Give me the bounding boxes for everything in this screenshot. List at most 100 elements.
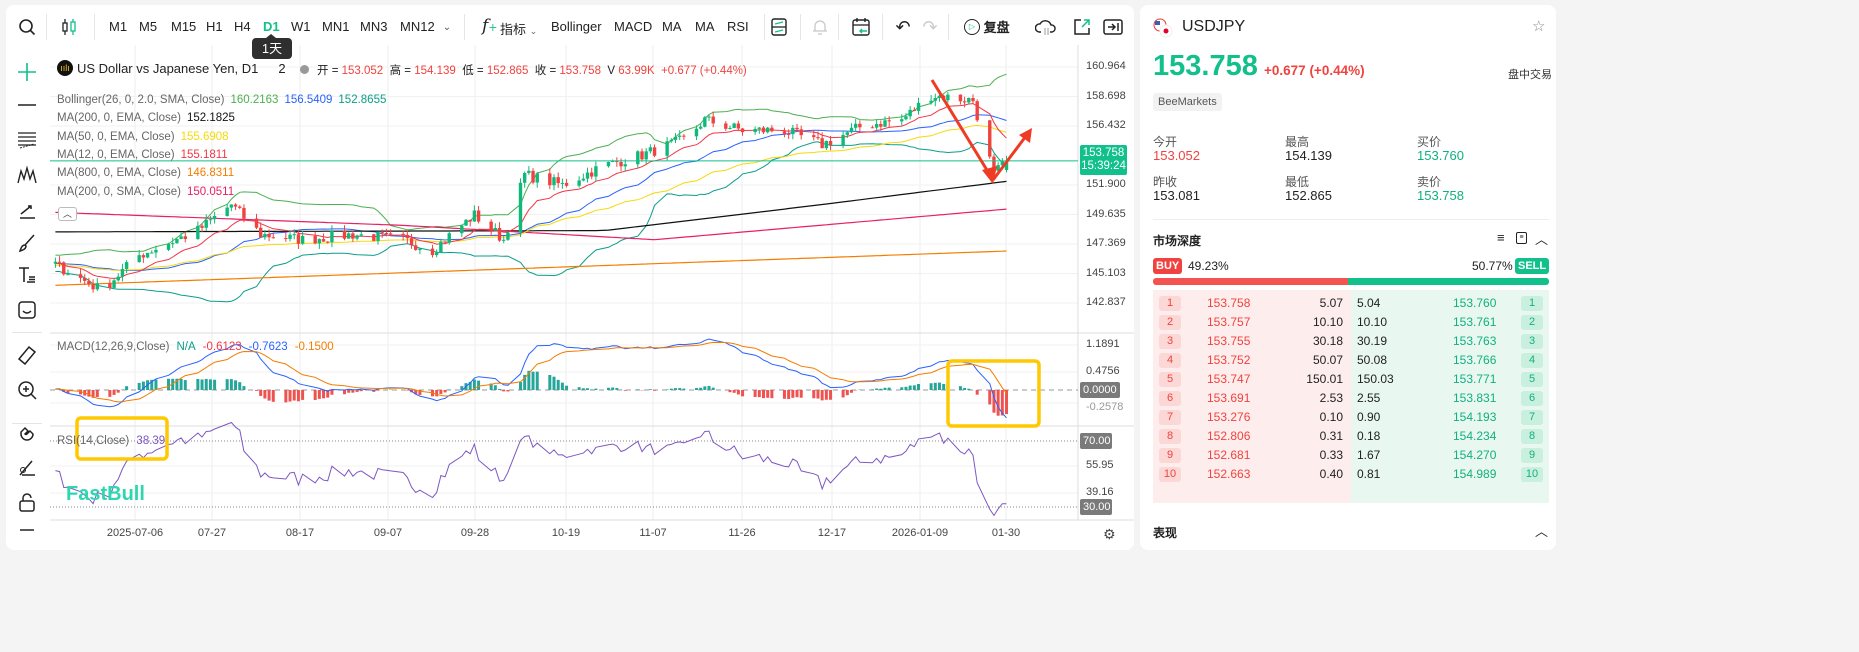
chevron-up-icon[interactable]: ︿ (1535, 232, 1549, 247)
layout-icon[interactable] (769, 17, 789, 37)
indicator-legend-row[interactable]: Bollinger(26, 0, 2.0, SMA, Close) 160.216… (57, 94, 386, 106)
candle-body (145, 252, 150, 258)
timeframe-h1[interactable]: H1 (206, 19, 223, 34)
collapse-panel-icon[interactable] (1102, 17, 1124, 37)
cloud-sync-icon[interactable] (1035, 17, 1057, 37)
candle-body (904, 116, 908, 120)
session-status: 盘中交易 (1508, 69, 1552, 81)
indicator-shortcut-ma[interactable]: MA (662, 19, 682, 34)
candle-body (958, 94, 963, 102)
collapse-legend-button[interactable]: ︿ (58, 207, 77, 221)
candle-body (288, 234, 292, 239)
bollinger-lower-line (55, 141, 1007, 303)
bid-level: 2 (1159, 315, 1181, 330)
indicator-legend-row[interactable]: MA(800, 0, EMA, Close) 146.8311 (57, 167, 234, 179)
candle-body (619, 162, 623, 167)
pattern-icon[interactable] (17, 165, 37, 185)
zoom-in-icon[interactable] (17, 380, 37, 400)
indicator-shortcut-macd[interactable]: MACD (614, 19, 653, 34)
search-icon[interactable] (17, 17, 37, 37)
rsi-axis-label: 55.95 (1086, 459, 1114, 471)
time-axis-label: 12-17 (817, 527, 847, 539)
candle-body (648, 147, 653, 152)
bid-level: 3 (1159, 334, 1181, 349)
indicator-shortcut-rsi[interactable]: RSI (727, 19, 749, 34)
macd-histogram-bar (908, 385, 912, 390)
text-icon[interactable] (17, 265, 37, 285)
price-chart[interactable] (0, 0, 1136, 552)
time-axis-label: 10-19 (551, 527, 581, 539)
timeframe-m15[interactable]: M15 (171, 19, 197, 34)
timeframe-mn1[interactable]: MN1 (322, 19, 350, 34)
indicator-legend-row[interactable]: MA(200, 0, SMA, Close) 150.0511 (57, 186, 234, 198)
candle-body (359, 234, 363, 236)
lock-icon[interactable] (17, 492, 37, 512)
replay-label: 复盘 (983, 20, 1010, 35)
candle-body (66, 274, 70, 276)
function-icon[interactable]: f+ (482, 16, 498, 36)
macd-histogram-bar (820, 390, 824, 401)
macd-histogram-bar (674, 388, 678, 390)
macd-histogram-bar (741, 390, 745, 397)
stat-label: 最高 (1285, 135, 1310, 149)
candle-body (711, 116, 715, 124)
annotation-arrowhead (1019, 128, 1032, 143)
fibonacci-icon[interactable] (17, 130, 37, 150)
calendar-icon[interactable] (850, 16, 872, 38)
draw-lock-icon[interactable] (17, 458, 37, 478)
candle-body (476, 210, 481, 222)
indicator-legend-row[interactable]: MA(200, 0, EMA, Close) 152.1825 (57, 112, 235, 124)
candle-body (522, 172, 527, 183)
time-axis-label: 09-28 (460, 527, 490, 539)
macd-histogram-bar (703, 386, 707, 390)
ask-volume: 150.03 (1357, 372, 1394, 386)
timeframe-m1[interactable]: M1 (109, 19, 128, 34)
undo-icon[interactable]: ↶ (895, 16, 911, 37)
macd-histogram-bar (870, 389, 874, 390)
macd-histogram-bar (787, 390, 791, 400)
timeframe-m5[interactable]: M5 (139, 19, 158, 34)
alert-bell-icon[interactable] (810, 17, 830, 37)
chevron-down-icon[interactable]: ⌄ (442, 21, 452, 33)
magnet-icon[interactable] (17, 425, 37, 445)
candlestick-type-icon[interactable] (60, 17, 78, 37)
indicator-legend-row[interactable]: MA(12, 0, EMA, Close) 155.1811 (57, 149, 228, 161)
external-link-icon[interactable] (1072, 17, 1092, 37)
indicator-value: 160.2163 (230, 94, 279, 106)
candle-body (91, 284, 95, 290)
timeframe-mn12[interactable]: MN12 (400, 19, 435, 34)
list-view-icon[interactable]: ≡ (1497, 230, 1505, 245)
replay-button[interactable]: ▷ 复盘 (964, 17, 1010, 36)
table-view-icon[interactable]: ≡ (1516, 232, 1527, 244)
brush-icon[interactable] (17, 233, 37, 253)
time-axis-label: 08-17 (285, 527, 315, 539)
favorite-star-icon[interactable]: ☆ (1532, 18, 1546, 35)
ask-level: 9 (1521, 448, 1543, 463)
timeframe-w1[interactable]: W1 (291, 19, 311, 34)
redo-icon[interactable]: ↷ (922, 16, 938, 37)
timeframe-mn3[interactable]: MN3 (360, 19, 388, 34)
chart-settings-gear-icon[interactable]: ⚙ (1103, 526, 1116, 542)
macd-histogram-bar (1005, 390, 1009, 415)
crosshair-icon[interactable] (17, 62, 37, 82)
ruler-icon[interactable] (17, 345, 37, 365)
indicators-button[interactable]: 指标 ⌄ (500, 19, 537, 38)
timeframe-h4[interactable]: H4 (234, 19, 251, 34)
emoji-icon[interactable] (17, 300, 37, 320)
stat-value: 153.052 (1153, 148, 1200, 163)
macd-histogram-bar (829, 390, 833, 400)
trend-line-icon[interactable] (17, 200, 37, 220)
ask-level: 10 (1521, 467, 1543, 482)
macd-histogram-bar (317, 390, 321, 399)
chevron-up-icon[interactable]: ︿ (1535, 524, 1549, 539)
bid-price: 153.276 (1207, 410, 1251, 424)
macd-histogram-bar (225, 379, 229, 390)
indicator-shortcut-bollinger[interactable]: Bollinger (551, 19, 602, 34)
macd-histogram-bar (728, 390, 732, 393)
indicator-shortcut-ma[interactable]: MA (695, 19, 715, 34)
indicator-legend-row[interactable]: MA(50, 0, EMA, Close) 155.6908 (57, 131, 229, 143)
horizontal-line-icon[interactable] (17, 95, 37, 115)
candle-body (225, 207, 229, 216)
timeframe-d1[interactable]: D1 (263, 19, 280, 34)
more-tools-icon[interactable] (17, 525, 37, 545)
